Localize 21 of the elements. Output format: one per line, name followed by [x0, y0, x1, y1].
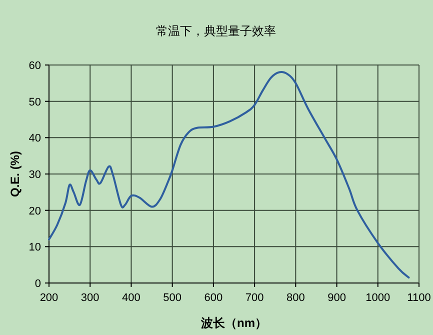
- y-tick-label: 30: [28, 169, 41, 181]
- y-tick-label: 40: [28, 132, 41, 145]
- x-tick-label: 600: [204, 292, 223, 304]
- x-axis-title: 波长（nm）: [200, 316, 267, 330]
- x-tick-label: 1100: [407, 292, 431, 304]
- y-tick-label: 50: [28, 96, 41, 108]
- y-tick-label: 60: [28, 60, 41, 72]
- y-axis-title: Q.E. (%): [8, 150, 22, 198]
- chart-title: 常温下，典型量子效率: [156, 24, 276, 38]
- y-tick-label: 20: [28, 205, 41, 218]
- x-tick-label: 500: [163, 292, 182, 304]
- x-tick-label: 300: [80, 292, 100, 304]
- y-tick-label: 10: [28, 242, 41, 254]
- x-tick-label: 800: [286, 292, 305, 304]
- x-tick-label: 700: [245, 292, 264, 304]
- x-tick-label: 900: [328, 292, 346, 304]
- y-tick-label: 0: [34, 278, 41, 290]
- line-series: [48, 71, 410, 279]
- x-tick-label: 400: [122, 292, 140, 304]
- x-tick-label: 1000: [366, 292, 390, 304]
- x-tick-label: 200: [40, 292, 58, 304]
